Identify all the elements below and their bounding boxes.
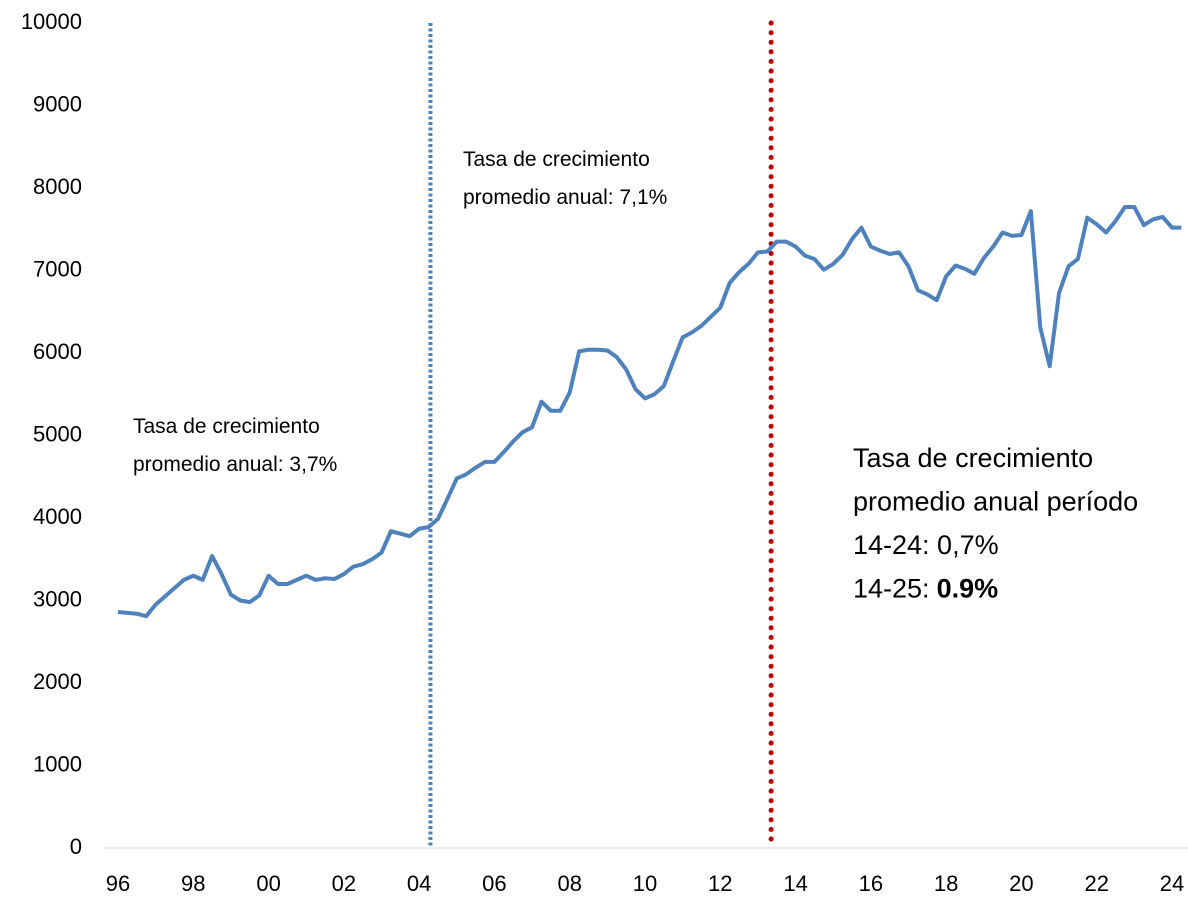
x-tick-label: 12: [708, 871, 732, 896]
annotation-line: 14-25:: [853, 574, 930, 604]
x-tick-label: 00: [256, 871, 280, 896]
y-tick-label: 3000: [33, 586, 82, 611]
y-tick-label: 0: [70, 834, 82, 859]
annotation-text: promedio anual: 7,1%: [463, 186, 667, 209]
y-tick-label: 10000: [21, 9, 82, 34]
y-tick-label: 9000: [33, 91, 82, 116]
annotation-text: promedio anual: 3,7%: [133, 453, 337, 476]
x-tick-label: 96: [106, 871, 130, 896]
x-tick-label: 16: [859, 871, 883, 896]
annotation-line: Tasa de crecimiento: [463, 148, 650, 171]
x-tick-label: 08: [557, 871, 581, 896]
y-tick-label: 1000: [33, 751, 82, 776]
x-tick-label: 10: [633, 871, 657, 896]
x-tick-label: 02: [332, 871, 356, 896]
annotation-line: Tasa de crecimiento: [853, 443, 1093, 473]
x-tick-label: 04: [407, 871, 431, 896]
x-tick-label: 06: [482, 871, 506, 896]
annotation-line: promedio anual: 3,7%: [133, 453, 337, 476]
annotation-line: Tasa de crecimiento: [133, 415, 320, 438]
y-tick-label: 7000: [33, 256, 82, 281]
x-tick-label: 14: [783, 871, 807, 896]
annotation-text: promedio anual período: [853, 487, 1138, 517]
y-tick-label: 8000: [33, 174, 82, 199]
y-tick-label: 2000: [33, 669, 82, 694]
x-tick-label: 24: [1160, 871, 1184, 896]
y-tick-label: 5000: [33, 421, 82, 446]
x-tick-label: 18: [934, 871, 958, 896]
annotation-text: 14-25: 0.9%: [853, 574, 998, 604]
y-tick-label: 6000: [33, 339, 82, 364]
y-tick-label: 4000: [33, 504, 82, 529]
x-tick-label: 98: [181, 871, 205, 896]
annotation-text: Tasa de crecimiento: [853, 443, 1093, 473]
x-tick-label: 22: [1084, 871, 1108, 896]
data-line: [117, 204, 1182, 619]
annotation-text: 14-24: 0,7%: [853, 530, 999, 560]
annotation-text: Tasa de crecimiento: [133, 415, 320, 438]
annotation-bold: 0.9%: [937, 574, 999, 604]
annotation-text: Tasa de crecimiento: [463, 148, 650, 171]
x-tick-label: 20: [1009, 871, 1033, 896]
annotation-line: 14-24: 0,7%: [853, 530, 999, 560]
annotation-line: promedio anual: 7,1%: [463, 186, 667, 209]
annotation-line: promedio anual período: [853, 487, 1138, 517]
